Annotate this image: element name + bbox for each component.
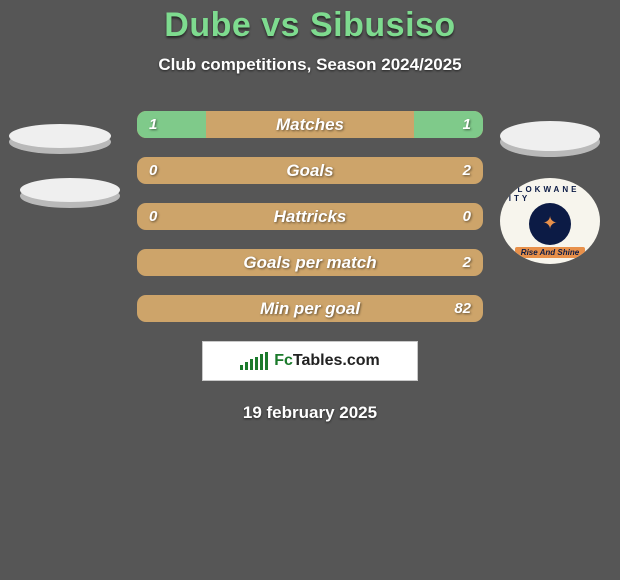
- left-team-badge-1: [9, 124, 111, 148]
- stat-row: Hattricks0 0: [137, 203, 483, 230]
- crest-ribbon-text: Rise And Shine: [515, 247, 585, 258]
- stat-label: Min per goal: [137, 295, 483, 322]
- brand-prefix: Fc: [274, 352, 293, 369]
- left-team-badge-2: [20, 178, 120, 202]
- right-team-crest: POLOKWANE CITY ✦ Rise And Shine: [500, 178, 600, 264]
- crest-top-text: POLOKWANE CITY: [500, 185, 600, 203]
- stat-value-left: 1: [149, 111, 157, 138]
- stat-label: Goals per match: [137, 249, 483, 276]
- stat-row: Goals0 2: [137, 157, 483, 184]
- brand-suffix: Tables.com: [293, 352, 380, 369]
- stat-value-right: 2: [463, 157, 471, 184]
- stat-row: Min per goal82: [137, 295, 483, 322]
- stat-rows: Matches11Goals02Hattricks00Goals per mat…: [137, 111, 483, 322]
- footer-logo[interactable]: FcTables.com: [202, 341, 418, 381]
- page-subtitle: Club competitions, Season 2024/2025: [0, 55, 620, 75]
- stat-row: Goals per match2: [137, 249, 483, 276]
- footer-brand: FcTables.com: [274, 352, 380, 370]
- comparison-widget: Dube vs Sibusiso Club competitions, Seas…: [0, 0, 620, 580]
- stat-value-left: 0: [149, 203, 157, 230]
- stat-value-right: 2: [463, 249, 471, 276]
- logo-bars-icon: [240, 352, 268, 370]
- stat-label: Goals: [137, 157, 483, 184]
- stat-row: Matches1 1: [137, 111, 483, 138]
- stat-label: Hattricks: [137, 203, 483, 230]
- page-title: Dube vs Sibusiso: [0, 6, 620, 45]
- stat-label: Matches: [137, 111, 483, 138]
- stat-value-right: 82: [454, 295, 471, 322]
- stat-value-right: 0: [463, 203, 471, 230]
- stat-value-right: 1: [463, 111, 471, 138]
- footer-date: 19 february 2025: [0, 403, 620, 423]
- right-team-badge-1: [500, 121, 600, 151]
- stat-value-left: 0: [149, 157, 157, 184]
- crest-center-icon: ✦: [529, 203, 571, 245]
